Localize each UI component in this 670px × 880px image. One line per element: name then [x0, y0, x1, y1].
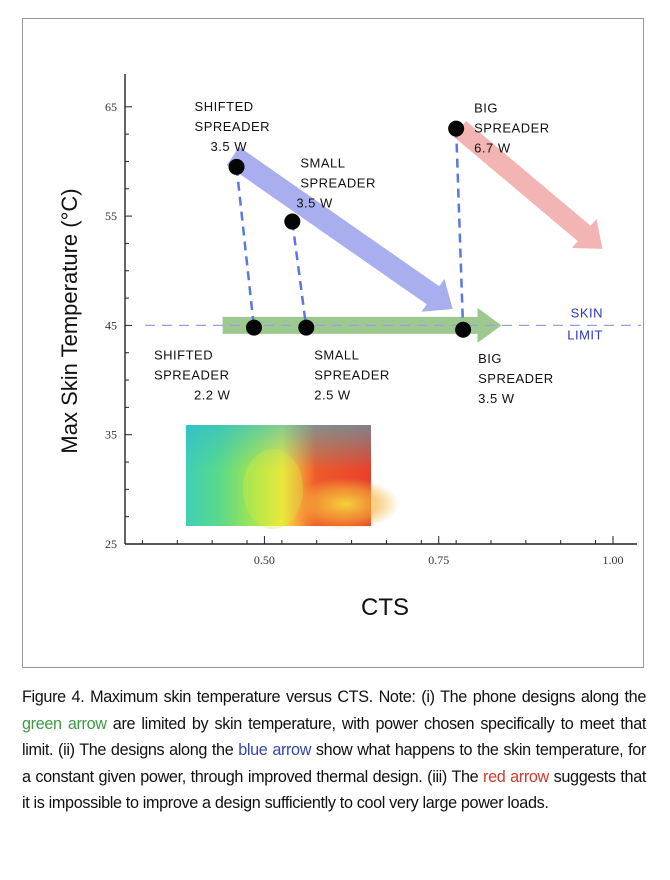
caption-green-arrow: green arrow [22, 714, 107, 733]
big-spreader-high-point [448, 120, 465, 137]
dashed-connector [454, 128, 465, 330]
x-tick-label: 0.50 [254, 553, 275, 567]
small-spreader-low-label: 2.5 W [314, 388, 351, 403]
skin-limit: SKIN LIMIT [145, 305, 641, 342]
caption-text-1: Figure 4. Maximum skin temperature versu… [22, 688, 646, 706]
shifted-spreader-high-label: 3.5 W [211, 139, 248, 154]
big-spreader-low-label: SPREADER [478, 371, 554, 386]
shifted-spreader-high-point [228, 158, 245, 175]
y-tick-label: 55 [105, 209, 117, 223]
caption-text-3: show what happens to the skin temperatur… [22, 741, 646, 786]
point-labels: SHIFTED SPREADER 3.5 W SMALL SPREADER 3.5 W BI… [154, 99, 554, 406]
y-tick-label: 35 [105, 428, 117, 442]
figure-frame: 25 35 45 55 65 0.50 0.75 1.00 CTS Max Skin Temper… [22, 18, 644, 668]
heatmap-inset [186, 425, 400, 530]
small-spreader-high-label: 3.5 W [296, 196, 333, 211]
big-spreader-high-label: BIG [474, 101, 498, 116]
x-tick-label: 0.75 [428, 553, 449, 567]
shifted-spreader-low-point [245, 319, 262, 336]
dashed-connector [235, 166, 256, 328]
big-spreader-high-label: SPREADER [474, 121, 550, 136]
big-spreader-low-label: BIG [478, 351, 502, 366]
x-axis-title: CTS [361, 594, 409, 621]
caption-blue-arrow: blue arrow [238, 741, 312, 759]
big-spreader-high-label: 6.7 W [474, 141, 511, 156]
y-tick-label: 65 [105, 100, 117, 114]
small-spreader-high-label: SMALL [300, 156, 345, 171]
caption-text-4: suggests that it is impossible to improv… [22, 767, 646, 813]
dashed-connector [291, 221, 308, 328]
shifted-spreader-high-label: SHIFTED [195, 99, 254, 114]
data-points [228, 120, 472, 338]
small-spreader-low-point [298, 319, 315, 336]
x-tick-label: 1.00 [603, 553, 624, 567]
y-tick-label: 45 [105, 318, 117, 332]
shifted-spreader-low-label: SPREADER [154, 368, 230, 383]
red-arrow [453, 121, 603, 249]
axes: 25 35 45 55 65 0.50 0.75 1.00 CTS Max Skin Temper… [57, 74, 637, 621]
caption-text-2: are limited by skin temperature, with po… [22, 714, 646, 760]
shifted-spreader-low-label: 2.2 W [194, 388, 231, 403]
big-spreader-low-point [455, 321, 472, 338]
shifted-spreader-low-label: SHIFTED [154, 348, 213, 363]
figure-caption: Figure 4. Maximum skin temperature versu… [22, 684, 646, 817]
arrow-layer [222, 121, 603, 343]
big-spreader-low-label: 3.5 W [478, 391, 515, 406]
small-spreader-high-label: SPREADER [300, 176, 376, 191]
caption-red-arrow: red arrow [483, 767, 549, 786]
small-spreader-low-label: SPREADER [314, 368, 390, 383]
small-spreader-high-point [284, 213, 301, 230]
y-tick-label: 25 [105, 537, 117, 551]
skin-limit-label: LIMIT [567, 327, 603, 342]
skin-limit-label: SKIN [571, 305, 603, 320]
small-spreader-low-label: SMALL [314, 348, 359, 363]
shifted-spreader-high-label: SPREADER [195, 119, 271, 134]
chart: 25 35 45 55 65 0.50 0.75 1.00 CTS Max Skin Temper… [57, 74, 641, 621]
dashed-connectors [235, 128, 465, 330]
blue-arrow [226, 147, 453, 312]
green-arrow [222, 307, 502, 343]
y-axis-title: Max Skin Temperature (°C) [57, 188, 82, 453]
